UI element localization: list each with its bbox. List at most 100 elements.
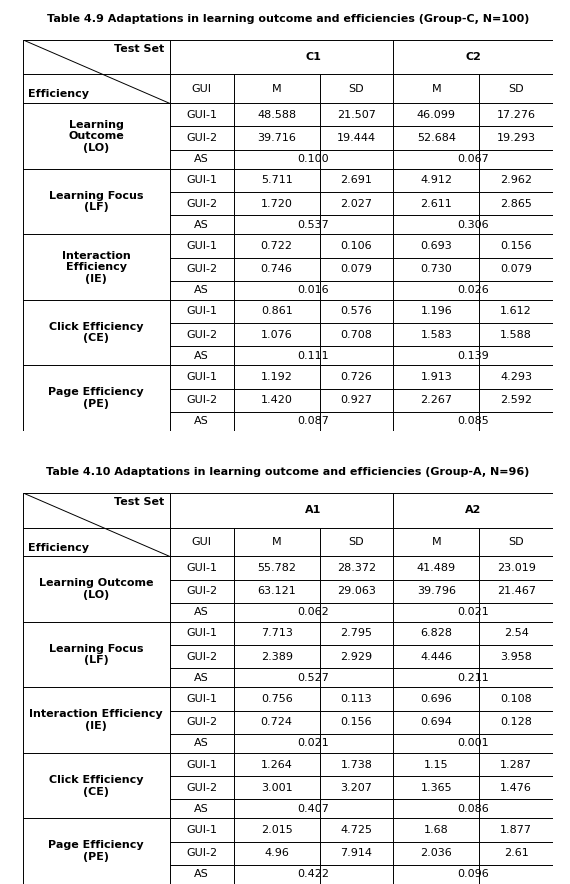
Text: A1: A1 bbox=[305, 505, 321, 515]
Text: GUI-2: GUI-2 bbox=[186, 133, 217, 143]
Text: Page Efficiency
(PE): Page Efficiency (PE) bbox=[48, 387, 144, 409]
Text: 1.264: 1.264 bbox=[260, 759, 292, 770]
Text: Learning Focus
(LF): Learning Focus (LF) bbox=[49, 644, 144, 666]
Text: 0.087: 0.087 bbox=[298, 416, 329, 426]
Text: 0.085: 0.085 bbox=[457, 416, 489, 426]
Text: 2.54: 2.54 bbox=[504, 629, 528, 638]
Text: GUI-2: GUI-2 bbox=[186, 586, 217, 596]
Text: 0.079: 0.079 bbox=[340, 264, 372, 274]
Text: GUI-1: GUI-1 bbox=[186, 759, 217, 770]
Text: 0.106: 0.106 bbox=[341, 241, 372, 251]
Text: 0.156: 0.156 bbox=[500, 241, 532, 251]
Text: 0.026: 0.026 bbox=[457, 286, 489, 295]
Text: 2.267: 2.267 bbox=[420, 395, 453, 405]
Text: A2: A2 bbox=[465, 505, 481, 515]
Text: Efficiency: Efficiency bbox=[28, 543, 89, 552]
Text: 0.861: 0.861 bbox=[261, 307, 292, 316]
Text: 3.958: 3.958 bbox=[500, 652, 532, 661]
Text: AS: AS bbox=[194, 607, 209, 617]
Text: 1.287: 1.287 bbox=[500, 759, 532, 770]
Text: GUI: GUI bbox=[192, 84, 211, 94]
Text: 0.746: 0.746 bbox=[260, 264, 292, 274]
Text: 2.865: 2.865 bbox=[500, 199, 532, 209]
Text: GUI-2: GUI-2 bbox=[186, 717, 217, 728]
Text: 6.828: 6.828 bbox=[420, 629, 453, 638]
Text: GUI-1: GUI-1 bbox=[186, 372, 217, 382]
Text: 0.111: 0.111 bbox=[298, 351, 329, 361]
Text: SD: SD bbox=[349, 84, 364, 94]
Text: 0.067: 0.067 bbox=[457, 154, 489, 164]
Text: 1.877: 1.877 bbox=[500, 825, 532, 835]
Text: 0.693: 0.693 bbox=[421, 241, 452, 251]
Text: AS: AS bbox=[194, 286, 209, 295]
Text: 1.192: 1.192 bbox=[260, 372, 292, 382]
Text: Interaction Efficiency
(IE): Interaction Efficiency (IE) bbox=[30, 709, 163, 731]
Text: GUI-1: GUI-1 bbox=[186, 825, 217, 835]
Text: 0.407: 0.407 bbox=[298, 804, 329, 814]
Text: Learning
Outcome
(LO): Learning Outcome (LO) bbox=[68, 119, 124, 153]
Text: 1.720: 1.720 bbox=[260, 199, 292, 209]
Text: 0.422: 0.422 bbox=[298, 869, 329, 880]
Text: Learning Focus
(LF): Learning Focus (LF) bbox=[49, 191, 144, 212]
Text: GUI-2: GUI-2 bbox=[186, 848, 217, 858]
Text: 0.001: 0.001 bbox=[457, 738, 489, 749]
Text: 1.420: 1.420 bbox=[260, 395, 292, 405]
Text: 23.019: 23.019 bbox=[496, 563, 536, 573]
Text: 0.211: 0.211 bbox=[457, 673, 489, 682]
Text: 0.696: 0.696 bbox=[421, 694, 452, 704]
Text: 0.016: 0.016 bbox=[298, 286, 329, 295]
Text: 7.914: 7.914 bbox=[340, 848, 373, 858]
Text: 0.694: 0.694 bbox=[421, 717, 452, 728]
Text: 0.756: 0.756 bbox=[261, 694, 292, 704]
Text: C2: C2 bbox=[465, 52, 481, 62]
Text: 2.61: 2.61 bbox=[504, 848, 528, 858]
Text: 2.929: 2.929 bbox=[340, 652, 373, 661]
Text: 0.724: 0.724 bbox=[260, 717, 292, 728]
Text: 0.086: 0.086 bbox=[457, 804, 489, 814]
Text: 1.196: 1.196 bbox=[421, 307, 452, 316]
Text: 0.306: 0.306 bbox=[457, 220, 489, 230]
Text: AS: AS bbox=[194, 738, 209, 749]
Text: 0.722: 0.722 bbox=[260, 241, 292, 251]
Text: GUI-1: GUI-1 bbox=[186, 307, 217, 316]
Text: 1.588: 1.588 bbox=[500, 330, 532, 339]
Text: GUI-1: GUI-1 bbox=[186, 241, 217, 251]
Text: Interaction
Efficiency
(IE): Interaction Efficiency (IE) bbox=[62, 250, 131, 284]
Text: M: M bbox=[272, 84, 282, 94]
Text: 2.691: 2.691 bbox=[340, 175, 372, 186]
Text: 0.100: 0.100 bbox=[298, 154, 329, 164]
Text: 5.711: 5.711 bbox=[261, 175, 292, 186]
Text: C1: C1 bbox=[306, 52, 321, 62]
Text: 1.365: 1.365 bbox=[421, 782, 452, 793]
Text: 0.730: 0.730 bbox=[421, 264, 452, 274]
Text: 0.927: 0.927 bbox=[340, 395, 373, 405]
Text: Table 4.9 Adaptations in learning outcome and efficiencies (Group-C, N=100): Table 4.9 Adaptations in learning outcom… bbox=[47, 14, 529, 24]
Text: 4.96: 4.96 bbox=[264, 848, 289, 858]
Text: 0.139: 0.139 bbox=[457, 351, 489, 361]
Text: 55.782: 55.782 bbox=[257, 563, 296, 573]
Text: Click Efficiency
(CE): Click Efficiency (CE) bbox=[49, 322, 144, 344]
Text: Test Set: Test Set bbox=[114, 43, 164, 54]
Text: 0.708: 0.708 bbox=[340, 330, 372, 339]
Text: 2.611: 2.611 bbox=[421, 199, 452, 209]
Text: GUI-1: GUI-1 bbox=[186, 110, 217, 120]
Text: 2.795: 2.795 bbox=[340, 629, 373, 638]
Text: 52.684: 52.684 bbox=[417, 133, 456, 143]
Text: 4.293: 4.293 bbox=[500, 372, 532, 382]
Text: 0.108: 0.108 bbox=[500, 694, 532, 704]
Text: SD: SD bbox=[508, 84, 524, 94]
Text: 2.389: 2.389 bbox=[260, 652, 292, 661]
Text: AS: AS bbox=[194, 673, 209, 682]
Text: AS: AS bbox=[194, 869, 209, 880]
Text: GUI-1: GUI-1 bbox=[186, 563, 217, 573]
Text: 2.962: 2.962 bbox=[500, 175, 532, 186]
Text: 1.738: 1.738 bbox=[340, 759, 372, 770]
Text: Learning Outcome
(LO): Learning Outcome (LO) bbox=[39, 578, 153, 600]
Text: 0.537: 0.537 bbox=[298, 220, 329, 230]
Text: 0.021: 0.021 bbox=[298, 738, 329, 749]
Text: 28.372: 28.372 bbox=[337, 563, 376, 573]
Text: Efficiency: Efficiency bbox=[28, 89, 89, 100]
Text: M: M bbox=[431, 537, 441, 547]
Text: 0.128: 0.128 bbox=[500, 717, 532, 728]
Text: 48.588: 48.588 bbox=[257, 110, 296, 120]
